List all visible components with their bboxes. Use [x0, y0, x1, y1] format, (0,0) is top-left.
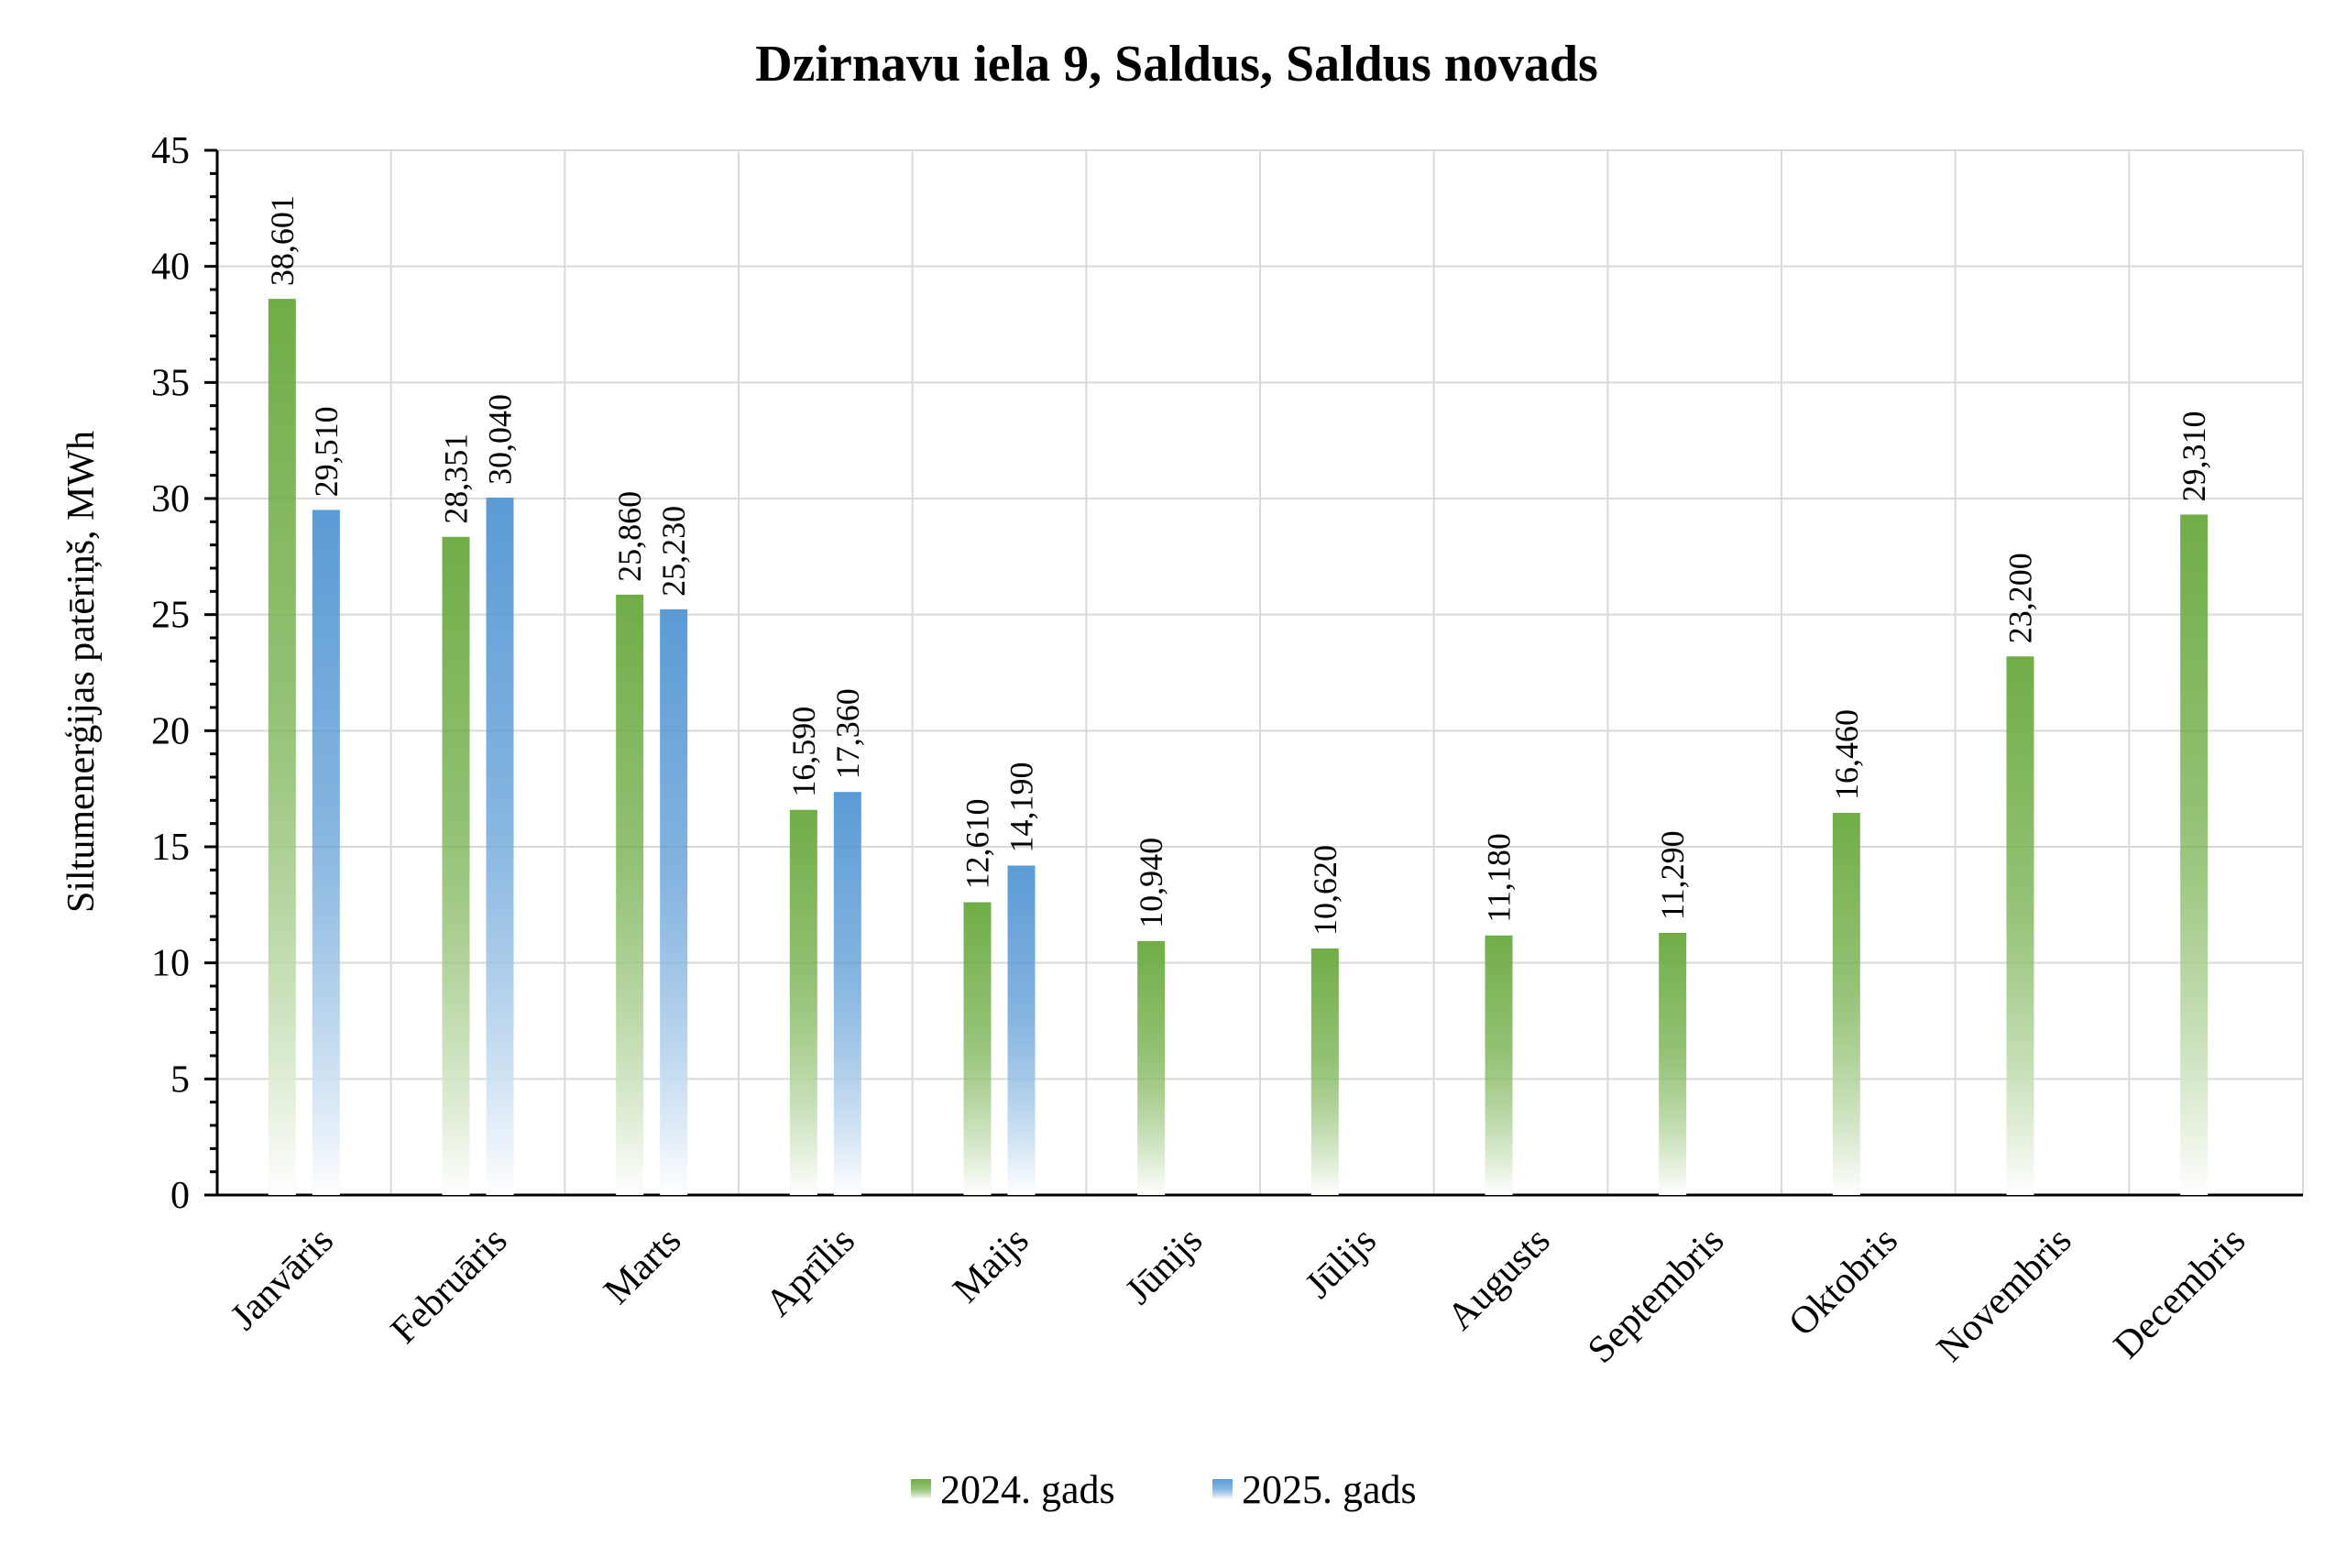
bar-series-1 [1832, 813, 1860, 1195]
data-label: 14,190 [1003, 762, 1040, 853]
x-tick-label: Marts [596, 1220, 689, 1313]
data-label: 25,230 [655, 506, 692, 597]
x-tick-label: Oktobris [1781, 1220, 1905, 1344]
data-label: 28,351 [438, 433, 475, 524]
x-tick-label: Janvāris [223, 1220, 342, 1339]
legend-label: 2025. gads [1242, 1467, 1417, 1512]
data-label: 29,510 [308, 406, 345, 497]
chart-title: Dzirnavu iela 9, Saldus, Saldus novads [755, 36, 1598, 93]
bar-series-1 [1137, 940, 1166, 1195]
data-label: 30,040 [482, 394, 519, 485]
bar-series-1 [1659, 932, 1687, 1195]
x-tick-label: Septembris [1580, 1220, 1732, 1372]
bar-series-1 [963, 902, 992, 1195]
data-label: 25,860 [611, 491, 648, 582]
data-label: 29,310 [2176, 411, 2212, 501]
bar-series-2 [833, 792, 861, 1195]
bar-series-1 [616, 594, 644, 1195]
bar-series-1 [442, 536, 470, 1195]
data-label: 23,200 [2002, 553, 2039, 643]
y-tick-label: 30 [151, 478, 190, 521]
data-label: 11,180 [1481, 833, 1518, 923]
data-label: 16,460 [1828, 709, 1865, 800]
x-tick-label: Aprīlis [758, 1220, 863, 1325]
legend-swatch [911, 1479, 931, 1499]
y-tick-label: 5 [170, 1058, 190, 1101]
category-labels: Janvāris Februāris Marts Aprīlis Maijs Jūnijs… [223, 1220, 2253, 1372]
y-axis-title: Siltumenerģijas patēriņš, MWh [60, 431, 103, 913]
y-tick-label: 15 [151, 827, 190, 869]
data-label: 10,620 [1307, 845, 1343, 936]
data-label: 38,601 [264, 195, 301, 286]
x-tick-label: Jūlijs [1298, 1220, 1385, 1307]
x-tick-label: Augusts [1440, 1220, 1559, 1339]
bar-series-2 [486, 497, 514, 1195]
x-tick-label: Novembris [1929, 1220, 2080, 1371]
legend: 2024. gads 2025. gads [911, 1467, 1417, 1512]
x-tick-label: Jūnijs [1117, 1220, 1211, 1313]
bar-series-1 [2006, 656, 2034, 1195]
y-tick-label: 40 [151, 247, 190, 289]
bar-series-2 [312, 510, 340, 1195]
legend-label: 2024. gads [940, 1467, 1115, 1512]
bar-series-2 [660, 609, 688, 1195]
data-label: 17,360 [829, 688, 866, 779]
data-label: 11,290 [1654, 830, 1691, 920]
grid-lines [217, 149, 2304, 1195]
data-label: 10,940 [1133, 838, 1169, 928]
y-tick-label: 45 [151, 130, 190, 172]
bar-series-2 [1007, 865, 1036, 1195]
bars [268, 299, 2209, 1195]
data-label: 12,610 [959, 799, 996, 890]
bar-series-1 [2180, 514, 2209, 1195]
data-labels: 38,601 29,510 28,351 30,040 25,860 25,230 16,5… [264, 195, 2212, 936]
y-tick-label: 35 [151, 362, 190, 404]
y-tick-label: 20 [151, 710, 190, 752]
axes: 0 5 10 15 20 25 30 35 40 45 [151, 130, 2303, 1217]
bar-series-1 [789, 809, 817, 1195]
x-tick-label: Decembris [2106, 1220, 2253, 1367]
y-tick-label: 10 [151, 943, 190, 985]
bar-series-1 [1310, 948, 1339, 1195]
x-tick-label: Februāris [383, 1220, 516, 1353]
y-tick-label: 25 [151, 595, 190, 637]
bar-series-1 [1485, 935, 1513, 1195]
legend-swatch [1212, 1479, 1233, 1499]
bar-series-1 [268, 299, 296, 1195]
y-tick-label: 0 [170, 1175, 190, 1217]
data-label: 16,590 [785, 707, 822, 797]
x-tick-label: Maijs [945, 1220, 1036, 1311]
